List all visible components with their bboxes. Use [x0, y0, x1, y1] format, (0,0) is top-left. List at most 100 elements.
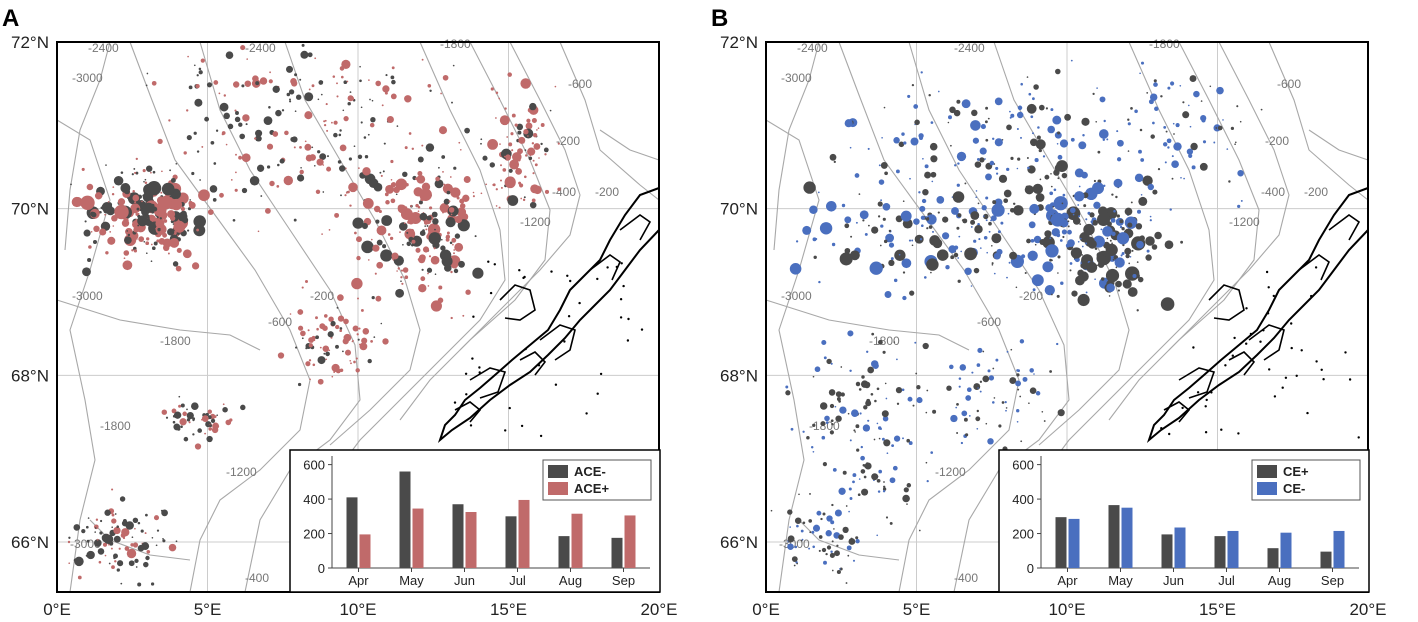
- eddy-point-CE+: [898, 141, 905, 148]
- coastline-fjord: [1208, 284, 1245, 321]
- eddy-point-CE-: [851, 409, 859, 417]
- eddy-point-ACE-: [417, 156, 424, 163]
- eddy-point-CE-: [877, 490, 881, 493]
- bathymetry-contour: [908, 41, 1070, 593]
- eddy-point-CE+: [974, 161, 982, 168]
- eddy-point-CE+: [906, 438, 910, 443]
- eddy-point-ACE-: [424, 225, 427, 227]
- eddy-point-ACE-: [249, 176, 260, 186]
- eddy-point-CE-: [918, 191, 921, 194]
- island: [1272, 294, 1275, 298]
- eddy-point-ACE-: [383, 142, 386, 145]
- contour-label: -200: [310, 289, 334, 303]
- eddy-point-ACE+: [201, 418, 203, 421]
- eddy-point-CE-: [849, 369, 852, 373]
- x-tick-label: 5°E: [903, 600, 931, 619]
- eddy-point-CE-: [1005, 409, 1007, 412]
- bar-ACE+-May: [412, 508, 424, 568]
- eddy-point-CE-: [959, 364, 967, 371]
- island: [522, 276, 525, 280]
- eddy-point-CE-: [787, 543, 794, 550]
- eddy-point-CE-: [1102, 138, 1106, 141]
- eddy-point-CE-: [881, 437, 885, 441]
- eddy-point-CE+: [855, 381, 861, 387]
- eddy-point-ACE+: [326, 166, 332, 172]
- eddy-point-ACE+: [420, 276, 426, 282]
- eddy-point-ACE+: [99, 228, 107, 236]
- eddy-point-CE-: [987, 438, 994, 445]
- eddy-point-ACE-: [426, 224, 429, 227]
- island: [487, 260, 490, 263]
- eddy-point-CE+: [902, 200, 905, 203]
- eddy-point-CE-: [911, 239, 914, 242]
- eddy-point-ACE+: [454, 215, 463, 224]
- eddy-point-ACE+: [182, 411, 187, 417]
- eddy-point-ACE-: [245, 123, 248, 126]
- y-tick-label: 72°N: [720, 33, 758, 52]
- eddy-point-ACE+: [404, 275, 409, 280]
- eddy-point-ACE-: [421, 268, 424, 271]
- eddy-point-ACE+: [186, 109, 189, 112]
- eddy-point-CE-: [852, 559, 856, 562]
- contour-label: -1200: [1229, 215, 1260, 229]
- eddy-point-ACE-: [434, 179, 444, 189]
- eddy-point-ACE+: [80, 195, 95, 210]
- eddy-point-CE+: [863, 475, 867, 479]
- island: [465, 393, 468, 396]
- eddy-point-ACE-: [367, 133, 370, 136]
- eddy-point-CE-: [1004, 400, 1007, 404]
- eddy-point-CE-: [985, 196, 989, 200]
- bathymetry-contour: [599, 129, 660, 161]
- eddy-point-ACE+: [316, 327, 319, 331]
- coastline-fjord: [589, 254, 621, 281]
- bathymetry-contour: [798, 519, 900, 561]
- eddy-point-CE+: [1093, 179, 1096, 183]
- eddy-point-ACE-: [376, 239, 383, 246]
- eddy-point-ACE+: [122, 260, 133, 271]
- eddy-point-ACE-: [256, 135, 262, 142]
- eddy-point-CE-: [968, 415, 971, 417]
- eddy-point-CE+: [830, 419, 834, 423]
- eddy-point-ACE+: [465, 289, 471, 295]
- bathymetry-contour: [765, 299, 970, 351]
- eddy-point-CE-: [1016, 409, 1020, 413]
- eddy-point-ACE+: [269, 71, 271, 74]
- eddy-point-ACE-: [399, 222, 408, 231]
- eddy-point-CE-: [977, 387, 979, 389]
- eddy-point-ACE+: [145, 241, 150, 246]
- island: [640, 328, 644, 331]
- eddy-point-CE-: [889, 477, 896, 484]
- coastline-fjord: [1178, 367, 1216, 399]
- eddy-point-CE+: [840, 392, 845, 397]
- eddy-point-ACE-: [382, 244, 387, 249]
- eddy-point-ACE+: [151, 80, 157, 86]
- eddy-point-ACE-: [215, 129, 219, 132]
- eddy-point-CE+: [1182, 101, 1185, 104]
- eddy-point-CE+: [973, 383, 981, 391]
- eddy-point-ACE+: [532, 159, 535, 162]
- eddy-point-CE+: [842, 470, 847, 475]
- eddy-point-CE+: [1115, 266, 1118, 269]
- eddy-point-CE-: [1093, 201, 1101, 209]
- eddy-point-ACE+: [445, 234, 451, 239]
- eddy-point-ACE+: [409, 228, 415, 234]
- eddy-point-ACE+: [400, 276, 403, 279]
- eddy-point-CE+: [802, 521, 806, 525]
- eddy-point-ACE+: [169, 237, 180, 248]
- eddy-point-ACE+: [422, 246, 430, 253]
- island: [620, 262, 623, 265]
- eddy-point-ACE-: [125, 521, 134, 530]
- inset-x-tick-label: Jun: [1163, 573, 1184, 588]
- eddy-point-CE+: [881, 410, 889, 418]
- eddy-point-ACE+: [346, 61, 350, 64]
- eddy-point-ACE+: [358, 167, 360, 169]
- eddy-point-CE+: [822, 462, 827, 467]
- eddy-point-CE-: [907, 94, 911, 98]
- eddy-point-CE-: [919, 237, 923, 241]
- eddy-point-ACE+: [390, 179, 393, 181]
- eddy-point-ACE-: [454, 233, 461, 239]
- eddy-point-CE-: [1053, 196, 1068, 211]
- eddy-point-CE+: [1026, 157, 1029, 159]
- eddy-point-CE-: [1029, 368, 1034, 373]
- eddy-point-CE-: [1113, 178, 1123, 188]
